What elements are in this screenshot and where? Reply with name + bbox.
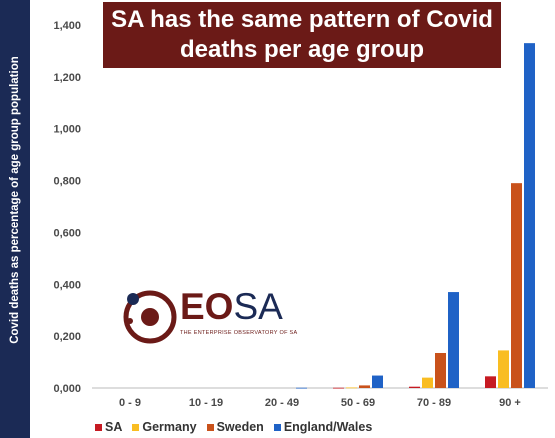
- eosa-logo-wordmark: EOSA: [180, 286, 283, 327]
- x-category-label: 50 - 69: [341, 397, 375, 409]
- legend-swatch: [273, 423, 281, 431]
- y-axis-label-panel: Covid deaths as percentage of age group …: [0, 0, 30, 438]
- bar-england-wales-5: [524, 43, 535, 389]
- x-category-label: 90 +: [499, 397, 521, 409]
- bar-germany-3: [346, 387, 357, 389]
- legend-label: SA: [105, 420, 123, 434]
- bar-england-wales-4: [448, 292, 459, 388]
- bar-sweden-4: [435, 352, 446, 388]
- bar-germany-4: [422, 377, 433, 388]
- bar-sweden-3: [359, 385, 370, 388]
- legend-label: England/Wales: [283, 420, 373, 434]
- y-tick-label: 0,600: [53, 227, 81, 239]
- y-tick-label: 1,000: [53, 124, 81, 136]
- y-tick-label: 0,000: [53, 383, 81, 395]
- legend-label: Sweden: [216, 420, 264, 434]
- x-category-label: 0 - 9: [119, 397, 141, 409]
- eosa-logo-mark: [123, 290, 177, 344]
- legend-item: Sweden: [206, 420, 264, 434]
- eosa-logo: EOSA THE ENTERPRISE OBSERVATORY OF SA: [120, 285, 340, 347]
- bar-sweden-5: [511, 183, 522, 388]
- y-tick-label: 1,200: [53, 72, 81, 84]
- bar-sa-5: [485, 376, 496, 388]
- y-tick-label: 0,800: [53, 176, 81, 188]
- legend-swatch: [206, 423, 214, 431]
- legend-swatch: [95, 423, 102, 431]
- chart-legend: SA Germany Sweden England/Wales: [95, 418, 372, 436]
- x-category-label: 20 - 49: [265, 397, 299, 409]
- y-tick-label: 0,400: [53, 279, 81, 291]
- y-tick-label: 1,400: [53, 20, 81, 32]
- legend-item: Germany: [132, 420, 197, 434]
- legend-item: England/Wales: [273, 420, 373, 434]
- y-tick-label: 0,200: [53, 331, 81, 343]
- x-category-label: 70 - 89: [417, 397, 451, 409]
- bar-sa-3: [333, 387, 344, 389]
- legend-label: Germany: [142, 420, 197, 434]
- bar-sa-4: [409, 386, 420, 388]
- bar-germany-5: [498, 350, 509, 388]
- legend-swatch: [132, 423, 140, 431]
- bar-england-wales-3: [372, 375, 383, 388]
- legend-item: SA: [95, 420, 122, 434]
- x-category-label: 10 - 19: [189, 397, 223, 409]
- chart-title: SA has the same pattern of Covid deaths …: [103, 2, 501, 68]
- eosa-logo-tagline: THE ENTERPRISE OBSERVATORY OF SA: [180, 330, 298, 336]
- bar-england-wales-2: [296, 387, 307, 389]
